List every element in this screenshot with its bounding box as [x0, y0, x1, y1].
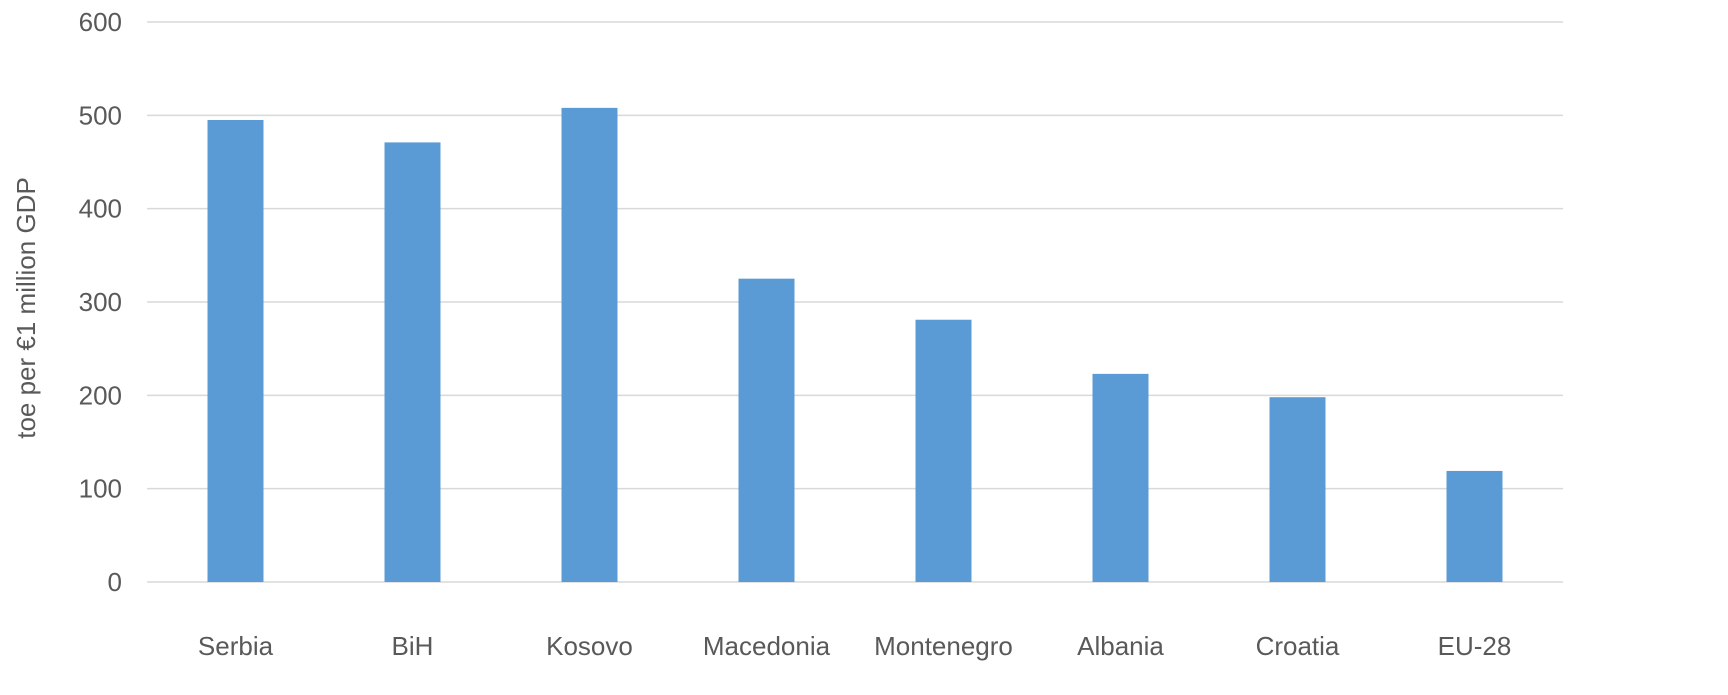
x-tick-label: BiH: [392, 631, 434, 661]
x-tick-label: Montenegro: [874, 631, 1013, 661]
x-tick-label: Serbia: [198, 631, 274, 661]
y-tick-label: 300: [79, 287, 122, 317]
x-tick-label: Kosovo: [546, 631, 633, 661]
x-tick-label: Macedonia: [703, 631, 831, 661]
y-axis-title: toe per €1 million GDP: [11, 177, 41, 439]
bar-serbia: [207, 120, 264, 582]
bar-macedonia: [738, 278, 795, 582]
y-tick-label: 500: [79, 100, 122, 130]
bars: [207, 107, 1503, 582]
y-tick-label: 200: [79, 380, 122, 410]
x-axis-ticks: Serbia BiH Kosovo Macedonia Montenegro Albani…: [198, 631, 1511, 661]
x-tick-label: Croatia: [1256, 631, 1340, 661]
y-tick-label: 400: [79, 194, 122, 224]
x-tick-label: Albania: [1077, 631, 1164, 661]
bar-kosovo: [561, 107, 618, 582]
bar-albania: [1092, 373, 1149, 582]
bar-eu-28: [1446, 470, 1503, 582]
x-tick-label: EU-28: [1438, 631, 1512, 661]
bar-croatia: [1269, 397, 1326, 582]
gridlines: [147, 21, 1563, 583]
y-tick-label: 100: [79, 474, 122, 504]
y-tick-label: 600: [79, 7, 122, 37]
bar-montenegro: [915, 319, 972, 582]
y-tick-label: 0: [108, 567, 122, 597]
y-axis-ticks: 0 100 200 300 400 500 600: [79, 7, 122, 597]
bar-bih: [384, 142, 441, 582]
